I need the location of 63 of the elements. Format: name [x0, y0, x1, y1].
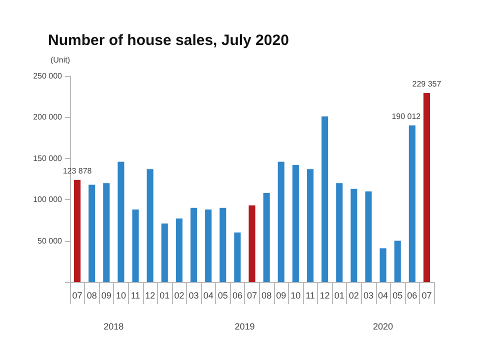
x-tick-label: 07 — [246, 290, 258, 300]
y-tick-label: 100 000 — [33, 195, 63, 204]
x-tick-label: 06 — [232, 290, 242, 300]
data-label: 229 357 — [412, 80, 442, 89]
bar — [336, 183, 343, 282]
x-tick-label: 10 — [290, 290, 301, 300]
bar — [118, 162, 124, 282]
x-tick-label: 05 — [392, 290, 403, 300]
bar — [350, 188, 358, 282]
bar — [292, 164, 299, 282]
bar — [146, 169, 154, 282]
text: 2019 — [234, 322, 255, 332]
x-tick-label: 04 — [378, 290, 388, 300]
x-tick-label: 07 — [72, 290, 82, 300]
x-tick-label: 02 — [174, 290, 184, 300]
bar — [176, 218, 182, 282]
bar — [423, 93, 430, 282]
bar — [88, 184, 96, 282]
bar — [205, 209, 212, 282]
data-label: 123 878 — [62, 166, 92, 176]
y-tick-label: 50 000 — [38, 236, 63, 246]
x-tick-label: 08 — [86, 290, 97, 300]
bar — [74, 180, 81, 282]
x-tick-label: 03 — [188, 290, 199, 300]
x-tick-label: 02 — [348, 290, 359, 300]
x-tick-label: 12 — [320, 290, 330, 300]
bar — [234, 232, 241, 282]
chart-title: Number of house sales, July 2020 — [48, 32, 289, 49]
bar — [248, 205, 256, 282]
y-tick-label: 150 000 — [33, 154, 63, 163]
x-tick-label: 10 — [116, 290, 126, 300]
data-label: 190 012 — [392, 112, 422, 121]
bar — [103, 183, 110, 282]
x-tick-label: 01 — [334, 290, 344, 300]
bar — [322, 116, 328, 282]
x-tick-label: 12 — [145, 290, 156, 300]
bar — [380, 248, 386, 282]
bar — [132, 209, 139, 282]
y-tick-label: 200 000 — [33, 112, 63, 122]
y-tick-label: 250 000 — [33, 72, 63, 80]
x-tick-label: 08 — [262, 290, 272, 300]
x-tick-label: 03 — [363, 290, 374, 300]
x-tick-label: 11 — [306, 290, 315, 300]
text: 2020 — [373, 322, 394, 332]
bar — [278, 162, 284, 282]
bar — [394, 240, 401, 282]
text: 2018 — [104, 322, 124, 332]
x-tick-label: 06 — [407, 290, 418, 300]
x-tick-label: 09 — [276, 290, 286, 300]
bar — [190, 208, 198, 282]
bar — [306, 169, 314, 282]
x-tick-label: 07 — [422, 290, 432, 300]
x-tick-label: 09 — [101, 290, 112, 300]
bar — [408, 125, 416, 282]
x-tick-label: 04 — [203, 290, 214, 300]
bar — [161, 223, 168, 282]
bar — [365, 191, 372, 282]
x-tick-label: 11 — [130, 290, 140, 300]
x-tick-label: 05 — [218, 290, 228, 300]
y-axis-title: (Unit) — [50, 56, 70, 64]
x-tick-label: 01 — [160, 290, 170, 300]
bar — [220, 208, 226, 282]
bar — [263, 193, 270, 282]
